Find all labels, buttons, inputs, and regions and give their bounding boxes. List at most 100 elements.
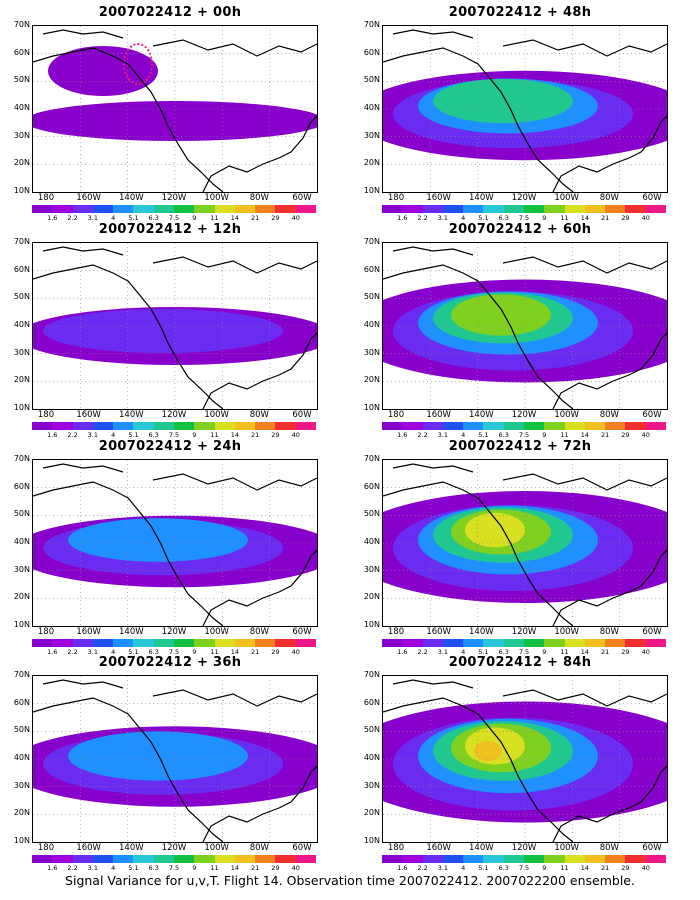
colorbar-swatch [584,639,606,647]
colorbar-label: 40 [291,648,300,656]
colorbar-label: 1.6 [397,648,408,656]
variance-contour [474,741,502,761]
lon-tick-label: 140W [119,627,144,637]
colorbar-label: 7.5 [518,864,530,872]
variance-contour [433,78,573,124]
colorbar-label: 2.2 [417,864,428,872]
colorbar-label: 4 [461,431,466,439]
lat-tick-label: 60N [13,481,30,491]
variance-contour [33,101,317,141]
colorbar-label: 4 [111,431,116,439]
coastline [33,246,317,409]
lon-tick-label: 60W [292,193,312,203]
colorbar-swatch [544,639,565,647]
colorbar-swatch [523,422,545,430]
colorbar-swatch [605,855,626,863]
colorbar [32,205,316,213]
colorbar-label: 4 [111,648,116,656]
colorbar-swatch [214,205,235,213]
colorbar-swatch [32,855,53,863]
coastline [33,29,317,192]
lon-tick-label: 100W [204,193,229,203]
colorbar-swatch [645,205,666,213]
colorbar-swatch [173,422,195,430]
colorbar-label: 40 [641,648,650,656]
colorbar-swatch [442,855,464,863]
lon-tick-label: 140W [119,193,144,203]
colorbar-swatch [153,855,174,863]
colorbar-label: 14 [230,214,239,222]
lat-tick-label: 50N [363,509,380,519]
lat-tick-label: 20N [363,158,380,168]
colorbar-swatch [544,422,565,430]
colorbar-swatch [234,205,256,213]
colorbar [382,639,666,647]
colorbar-label: 9 [192,214,197,222]
colorbar-swatch [32,639,53,647]
colorbar-label: 40 [641,431,650,439]
lat-tick-label: 70N [363,454,380,463]
colorbar-swatch [564,205,585,213]
colorbar-swatch [194,639,215,647]
colorbar-swatch [463,639,484,647]
colorbar-label: 14 [580,648,589,656]
map-panel: 2007022412 + 00h 70N 60N 50N 40N 30N 20N 10N 180… [0,5,340,222]
colorbar-swatch [483,422,504,430]
colorbar-label: 4 [461,864,466,872]
lon-tick-label: 80W [249,627,269,637]
colorbar-swatch [113,422,134,430]
coastline [383,679,667,842]
colorbar-swatch [153,205,174,213]
map-panel: 2007022412 + 60h 70N 60N 50N 40N 30N 20N 10N 180… [350,222,690,439]
lat-tick-label: 30N [13,347,30,357]
colorbar-swatch [234,639,256,647]
lat-tick-label: 30N [363,780,380,790]
colorbar-swatch [234,855,256,863]
colorbar-swatch [275,855,296,863]
lat-tick-label: 70N [13,454,30,463]
lat-tick-label: 30N [363,347,380,357]
lon-tick-label: 160W [426,627,451,637]
lat-tick-label: 10N [13,620,30,629]
lat-tick-label: 60N [13,47,30,57]
colorbar-swatch [255,855,276,863]
colorbar-swatch [255,422,276,430]
colorbar-label: 5.1 [128,431,139,439]
colorbar-swatch [625,205,646,213]
colorbar-swatch [422,639,443,647]
colorbar-label: 7.5 [518,214,530,222]
colorbar-label: 2.2 [67,864,78,872]
colorbar-label: 21 [251,864,260,872]
colorbar-swatch [463,205,484,213]
colorbar-swatch [275,639,296,647]
colorbar-label: 7.5 [168,214,180,222]
colorbar-label: 2.2 [67,648,78,656]
colorbar-label: 14 [580,864,589,872]
colorbar-swatch [402,855,423,863]
lon-tick-label: 180 [37,193,55,203]
lon-tick-label: 160W [426,193,451,203]
variance-contour [68,731,248,781]
colorbar-swatch [422,855,443,863]
colorbar-swatch [584,422,606,430]
map-plot [382,242,668,410]
colorbar-label: 21 [251,648,260,656]
variance-field [33,243,317,409]
lon-tick-label: 60W [642,410,662,420]
colorbar-swatch [113,855,134,863]
colorbar-swatch [255,639,276,647]
lat-tick-label: 70N [363,20,380,29]
colorbar-label: 6.3 [148,864,159,872]
colorbar-label: 4 [461,214,466,222]
colorbar-label: 6.3 [498,864,509,872]
colorbar-swatch [605,422,626,430]
lat-tick-label: 40N [363,103,380,112]
colorbar-label: 5.1 [128,648,139,656]
lon-tick-label: 160W [76,410,101,420]
colorbar-swatch [564,855,585,863]
colorbar-label: 21 [601,864,610,872]
colorbar-label: 1.6 [397,214,408,222]
lat-tick-label: 20N [13,808,30,818]
colorbar-label: 4 [461,648,466,656]
colorbar-label: 5.1 [128,864,139,872]
